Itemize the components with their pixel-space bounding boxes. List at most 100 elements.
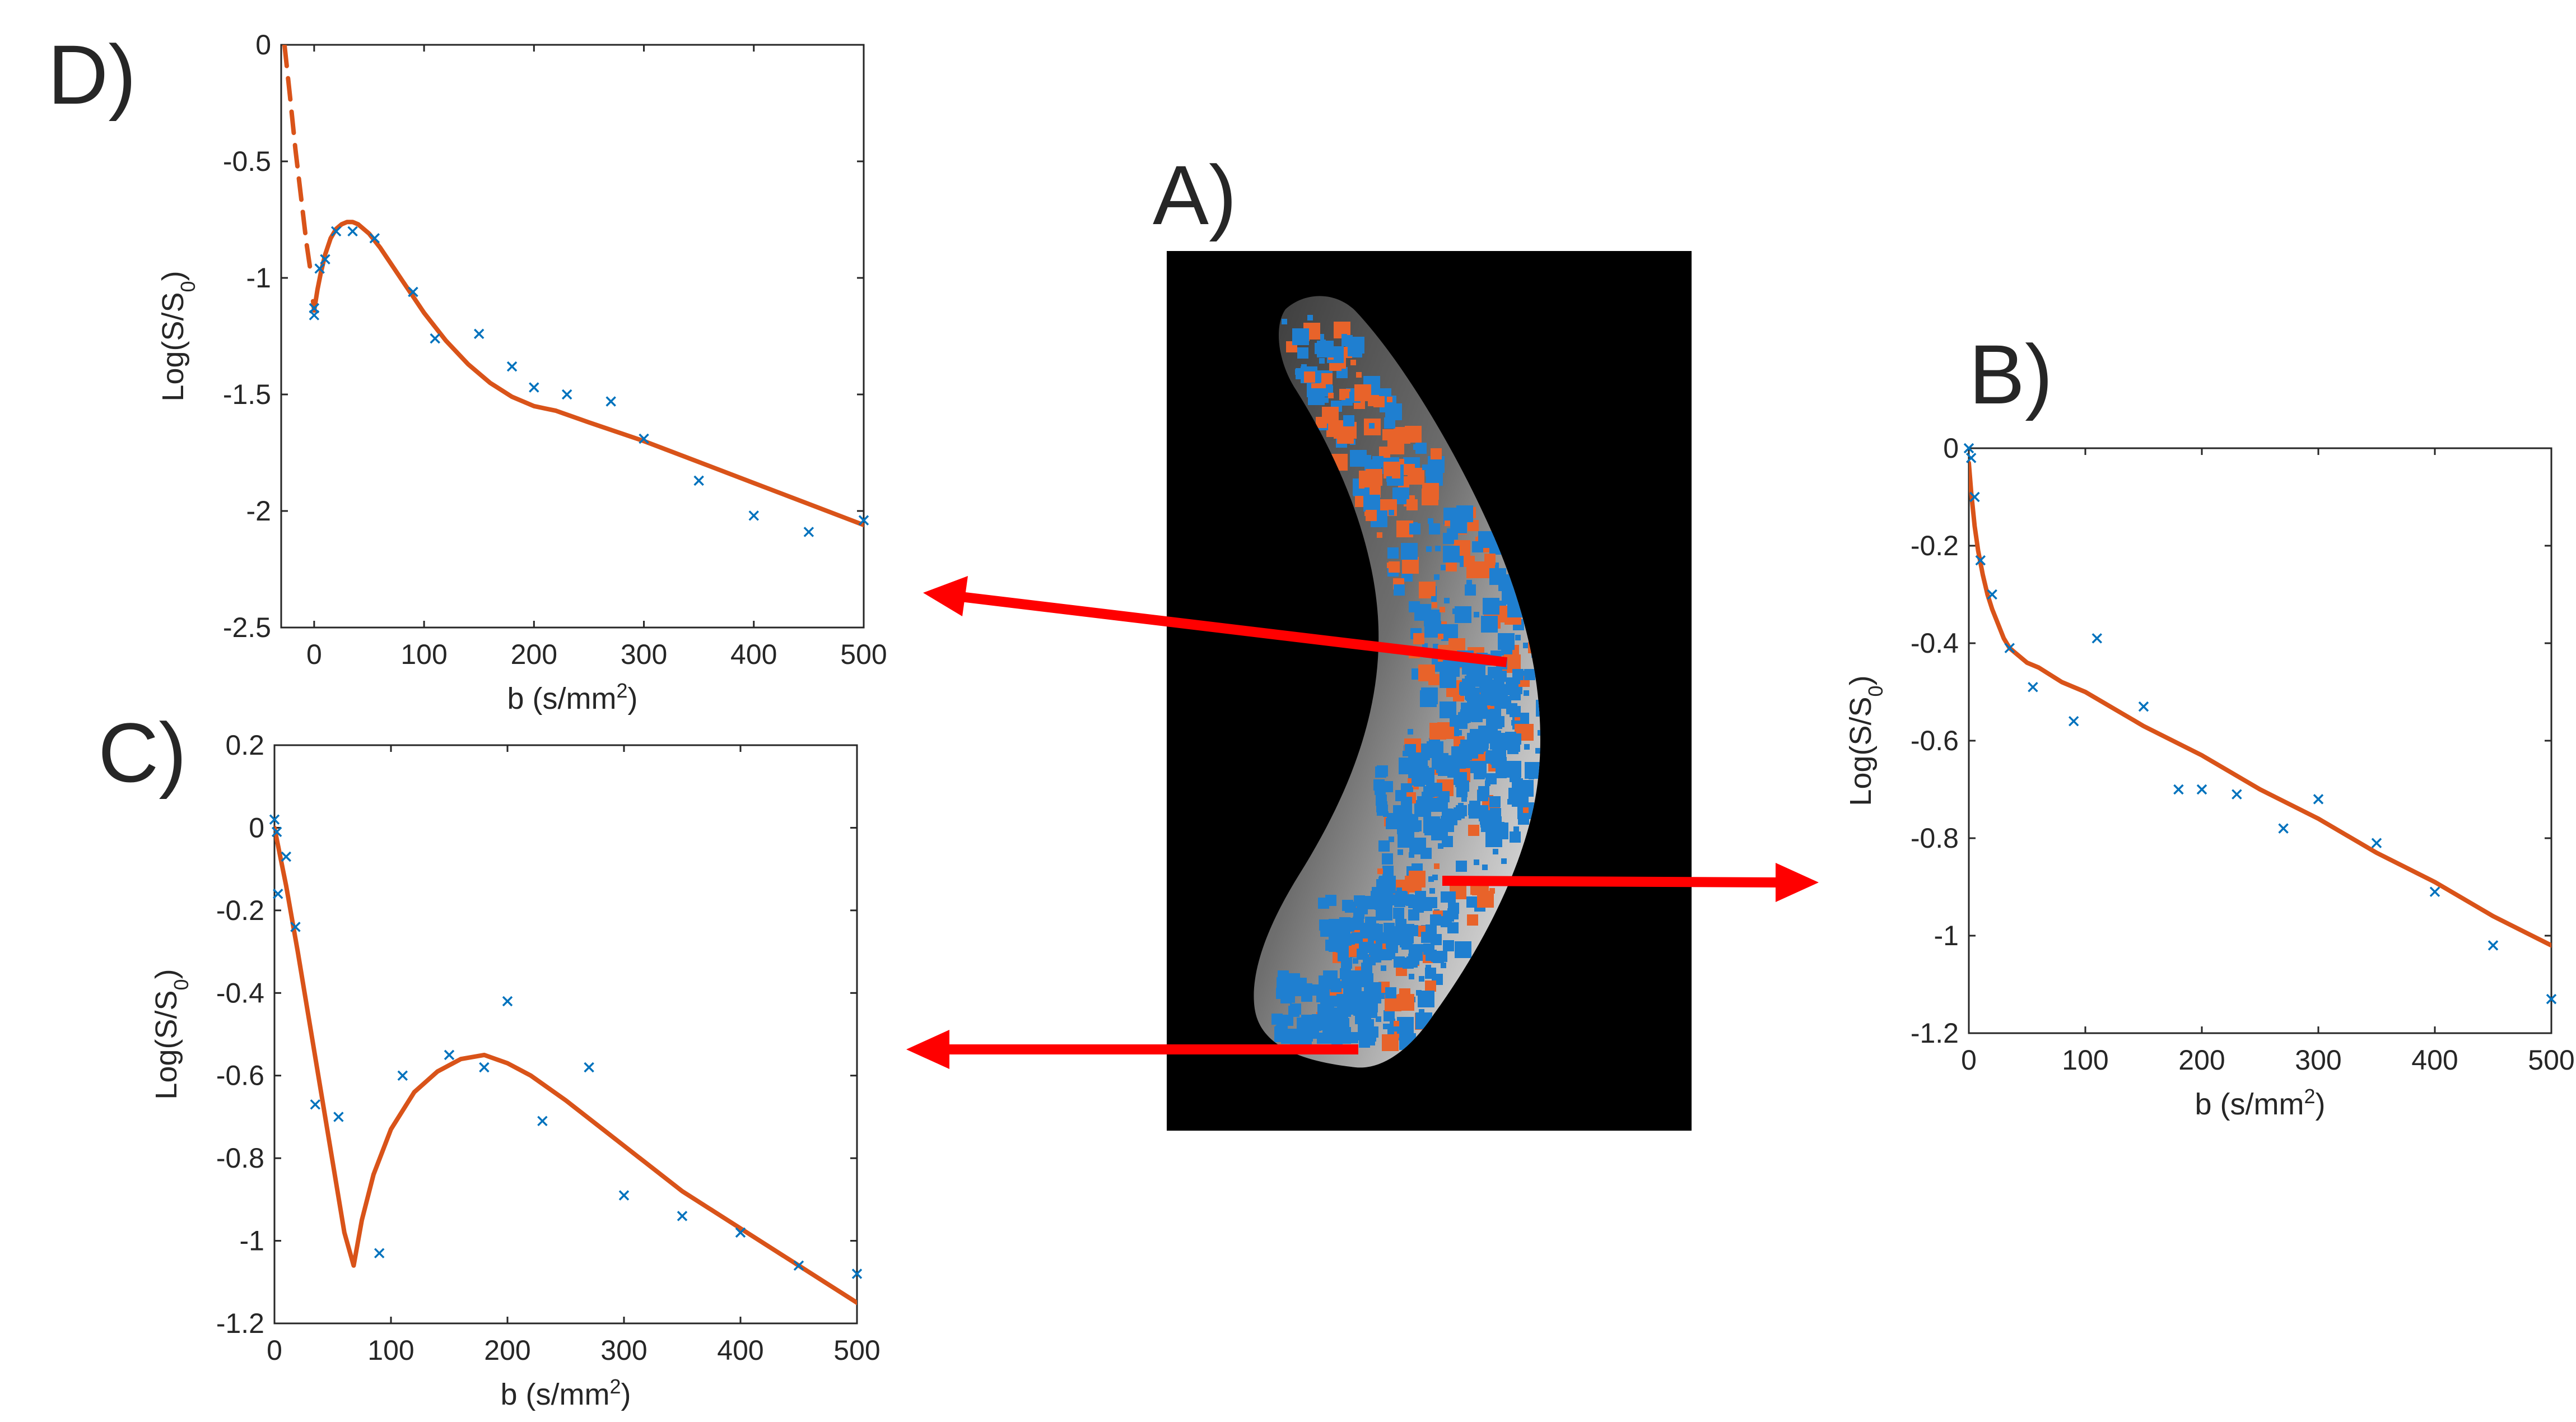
panel-label-d: D) bbox=[48, 27, 136, 122]
map-voxel bbox=[1501, 858, 1507, 864]
map-voxel bbox=[1377, 532, 1382, 538]
organ-shape bbox=[1254, 296, 1540, 1068]
series-group bbox=[274, 825, 857, 1305]
map-voxel bbox=[1468, 556, 1474, 561]
map-voxel bbox=[1445, 521, 1450, 526]
map-voxel bbox=[1321, 373, 1333, 384]
y-tick-label: -0.2 bbox=[1911, 530, 1959, 561]
map-voxel bbox=[1468, 825, 1479, 836]
map-voxel bbox=[1323, 397, 1329, 403]
data-point bbox=[735, 1227, 746, 1238]
map-voxel bbox=[1334, 433, 1339, 439]
map-voxel bbox=[1428, 518, 1433, 524]
map-voxel bbox=[1340, 1006, 1351, 1017]
x-tick-label: 500 bbox=[2528, 1044, 2574, 1076]
map-voxel bbox=[1308, 388, 1325, 405]
y-tick-label: -0.6 bbox=[1911, 725, 1959, 756]
x-tick-label: 300 bbox=[2295, 1044, 2341, 1076]
map-voxel bbox=[1456, 861, 1467, 872]
plot-area bbox=[1968, 447, 2552, 1034]
data-point bbox=[2091, 633, 2103, 644]
data-point bbox=[2138, 701, 2149, 712]
map-voxel bbox=[1325, 895, 1336, 906]
map-voxel bbox=[1432, 602, 1437, 608]
map-voxel bbox=[1481, 616, 1498, 633]
map-voxel bbox=[1429, 888, 1435, 894]
map-voxel bbox=[1494, 737, 1506, 749]
map-voxel bbox=[1330, 1027, 1341, 1038]
map-voxel bbox=[1472, 541, 1483, 552]
map-voxel bbox=[1368, 395, 1379, 406]
map-voxel bbox=[1461, 796, 1467, 802]
map-voxel bbox=[1387, 547, 1399, 559]
map-voxel bbox=[1397, 1017, 1414, 1034]
map-voxel bbox=[1434, 863, 1440, 869]
map-voxel bbox=[1496, 757, 1507, 768]
map-voxel bbox=[1406, 499, 1418, 510]
map-voxel bbox=[1351, 1003, 1362, 1015]
map-voxel bbox=[1466, 580, 1472, 585]
organ-overlay bbox=[1254, 296, 1540, 1068]
map-voxel bbox=[1382, 781, 1393, 792]
map-voxel bbox=[1524, 744, 1530, 750]
map-voxel bbox=[1422, 464, 1428, 470]
map-voxel bbox=[1415, 891, 1426, 902]
map-voxel bbox=[1409, 946, 1420, 957]
map-voxel bbox=[1376, 908, 1387, 919]
map-voxel bbox=[1431, 596, 1437, 602]
data-point bbox=[269, 814, 280, 825]
map-voxel bbox=[1456, 786, 1468, 797]
map-voxel bbox=[1387, 438, 1404, 454]
data-point bbox=[430, 333, 440, 344]
data-point bbox=[330, 226, 342, 237]
y-tick-label: -1.2 bbox=[1911, 1017, 1959, 1049]
map-voxel bbox=[1421, 932, 1432, 943]
map-voxel bbox=[1490, 819, 1501, 830]
map-voxel bbox=[1507, 799, 1513, 805]
y-axis-label: Log(S/S0) bbox=[156, 271, 199, 401]
map-voxel bbox=[1349, 918, 1360, 929]
map-voxel bbox=[1482, 865, 1488, 870]
map-voxel bbox=[1450, 517, 1467, 533]
map-voxel bbox=[1403, 958, 1414, 969]
map-voxel bbox=[1343, 415, 1354, 426]
map-voxel bbox=[1362, 973, 1373, 984]
map-voxel bbox=[1363, 1019, 1374, 1030]
map-voxel bbox=[1356, 372, 1362, 378]
map-voxel bbox=[1523, 807, 1529, 813]
x-tick-label: 500 bbox=[833, 1335, 880, 1366]
map-voxel bbox=[1446, 560, 1457, 571]
map-voxel bbox=[1341, 369, 1347, 374]
data-point bbox=[639, 433, 649, 444]
fit-line bbox=[274, 825, 857, 1305]
map-voxel bbox=[1369, 423, 1375, 429]
map-voxel bbox=[1364, 425, 1370, 431]
map-voxel bbox=[1320, 383, 1326, 388]
map-voxel bbox=[1416, 990, 1422, 996]
map-voxel bbox=[1435, 546, 1441, 551]
map-voxel bbox=[1382, 1034, 1399, 1051]
chart-c: 0 100 200 300 400 500 0.2 0 -0.2 -0.4 -0.6 -0.8 -1 -1… bbox=[150, 729, 881, 1411]
map-voxel bbox=[1401, 543, 1418, 560]
map-voxel bbox=[1282, 319, 1287, 324]
plot-area bbox=[273, 744, 858, 1325]
map-voxel bbox=[1461, 703, 1472, 714]
map-voxel bbox=[1404, 814, 1415, 825]
data-point bbox=[803, 527, 814, 537]
map-voxel bbox=[1493, 563, 1499, 568]
map-voxel bbox=[1480, 691, 1492, 702]
map-voxel bbox=[1358, 1029, 1369, 1040]
map-voxel bbox=[1363, 495, 1380, 512]
map-voxel bbox=[1339, 389, 1350, 400]
map-voxel bbox=[1444, 598, 1450, 603]
map-voxel bbox=[1297, 1017, 1308, 1029]
y-tick-label: 0 bbox=[249, 812, 264, 843]
map-voxel bbox=[1468, 520, 1479, 531]
data-point bbox=[2488, 940, 2499, 951]
data-point bbox=[2371, 838, 2382, 848]
map-voxel bbox=[1408, 729, 1413, 735]
map-voxel bbox=[1329, 936, 1340, 947]
x-tick-label: 200 bbox=[484, 1335, 530, 1366]
map-voxel bbox=[1430, 914, 1441, 926]
map-voxel bbox=[1426, 546, 1432, 552]
